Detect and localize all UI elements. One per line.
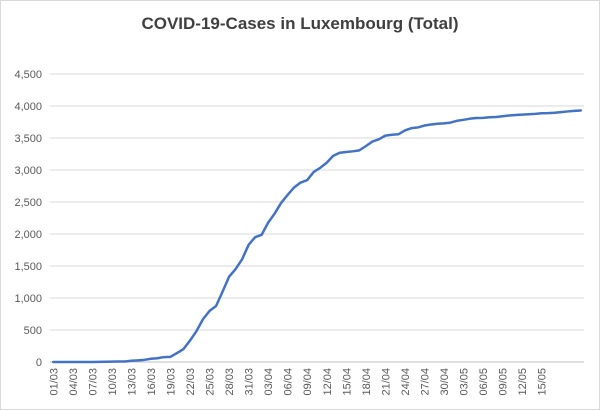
x-tick-label: 01/03 [48,368,60,396]
x-tick-label: 04/03 [68,368,80,396]
x-axis-tick-labels: 01/03 04/03 07/03 10/03 13/03 16/03 19/03 22/03… [48,368,548,396]
y-tick-label: 3,500 [14,133,42,145]
x-tick-label: 22/03 [185,368,197,396]
x-tick-label: 07/03 [87,368,99,396]
series-line-total-cases [52,109,582,364]
x-tick-label: 12/04 [322,368,334,396]
chart-title: COVID-19-Cases in Luxembourg (Total) [141,14,459,33]
x-tick-label: 16/03 [146,368,158,396]
x-tick-label: 06/05 [478,368,490,396]
x-tick-label: 09/05 [498,368,510,396]
y-tick-label: 1,000 [14,293,42,305]
x-tick-label: 15/05 [537,368,549,396]
x-tick-label: 13/03 [126,368,138,396]
x-tick-label: 25/03 [205,368,217,396]
x-tick-label: 03/04 [263,368,275,396]
y-tick-label: 500 [24,325,42,337]
y-tick-label: 1,500 [14,261,42,273]
x-tick-label: 27/04 [419,368,431,396]
x-tick-label: 21/04 [380,368,392,396]
y-tick-label: 2,500 [14,197,42,209]
x-tick-label: 18/04 [361,368,373,396]
gridlines [50,73,584,331]
x-tick-label: 19/03 [165,368,177,396]
x-tick-label: 09/04 [302,368,314,396]
y-tick-label: 2,000 [14,229,42,241]
x-tick-label: 31/03 [244,368,256,396]
y-axis-tick-labels: 0 500 1,000 1,500 2,000 2,500 3,000 3,500 4,000 4… [14,69,42,369]
y-tick-label: 0 [36,357,42,369]
x-tick-label: 28/03 [224,368,236,396]
x-tick-label: 03/05 [459,368,471,396]
x-tick-label: 12/05 [517,368,529,396]
x-tick-label: 15/04 [341,368,353,396]
y-tick-label: 4,500 [14,69,42,81]
y-tick-label: 3,000 [14,165,42,177]
y-tick-label: 4,000 [14,101,42,113]
x-tick-label: 30/04 [439,368,451,396]
x-tick-label: 24/04 [400,368,412,396]
x-tick-label: 10/03 [107,368,119,396]
x-tick-label: 06/04 [283,368,295,396]
